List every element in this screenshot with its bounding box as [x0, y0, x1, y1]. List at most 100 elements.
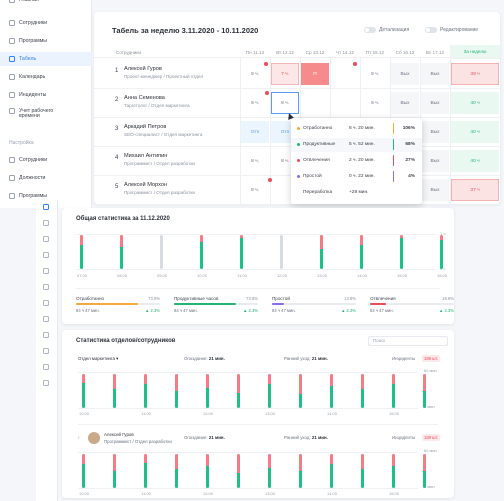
- sidebar-item-settings-employees[interactable]: Сотрудники: [0, 153, 92, 167]
- dept-bar-green: [237, 472, 240, 488]
- dept-bar[interactable]: [392, 454, 395, 488]
- dept-bar[interactable]: [144, 454, 147, 488]
- dept-bar[interactable]: [361, 374, 364, 408]
- timesheet-cell[interactable]: Вых: [421, 92, 449, 114]
- dept-bar[interactable]: [361, 454, 364, 488]
- timesheet-cell[interactable]: 8 ч.: [251, 158, 259, 164]
- timesheet-cell[interactable]: 39 ч: [451, 63, 499, 85]
- strip-nav-icon[interactable]: [43, 236, 49, 242]
- dept-bar[interactable]: [392, 374, 395, 408]
- employee-name[interactable]: Алексей Гуров: [104, 432, 134, 437]
- metric-growth: ▲ 2.3%: [439, 308, 454, 313]
- timesheet-cell[interactable]: 40 ч: [451, 121, 499, 143]
- timesheet-cell[interactable]: Вых: [421, 150, 449, 172]
- strip-nav-icon[interactable]: [43, 380, 49, 386]
- stats-bar[interactable]: [80, 235, 84, 269]
- dept-bar-green: [237, 392, 240, 408]
- timesheet-cell[interactable]: [301, 92, 329, 114]
- timesheet-cell[interactable]: 8 ч.: [251, 187, 259, 193]
- timesheet-cell[interactable]: Отп: [241, 121, 269, 143]
- sidebar-item-settings-programs[interactable]: Программы: [0, 189, 92, 203]
- sidebar-item-worktime[interactable]: Учет рабочего: [0, 104, 92, 118]
- edit-toggle[interactable]: [425, 27, 437, 33]
- timesheet-cell[interactable]: 8 ч.: [371, 71, 379, 77]
- strip-nav-icon[interactable]: [43, 268, 49, 274]
- sidebar-item-worktime-2[interactable]: времени: [19, 113, 40, 119]
- dept-bar[interactable]: [237, 454, 240, 488]
- timesheet-cell[interactable]: 37 ч: [451, 179, 499, 201]
- popup-row-bar: [392, 155, 394, 166]
- employee-name[interactable]: Михаил Антипин: [124, 153, 168, 159]
- search-input[interactable]: Поиск: [368, 336, 448, 346]
- strip-nav-icon[interactable]: [43, 316, 49, 322]
- dept-bar[interactable]: [82, 454, 85, 488]
- sidebar-item-timesheet[interactable]: Табель: [0, 52, 92, 66]
- strip-nav-icon[interactable]: [43, 364, 49, 370]
- stats-bar[interactable]: [280, 235, 284, 269]
- expand-chevron-icon[interactable]: ›: [78, 435, 80, 440]
- strip-nav-icon[interactable]: [43, 332, 49, 338]
- timesheet-cell[interactable]: 40 ч: [451, 92, 499, 114]
- dept-bar[interactable]: [206, 374, 209, 408]
- strip-nav-icon[interactable]: [43, 220, 49, 226]
- sidebar-item-programs[interactable]: Программы: [0, 34, 92, 48]
- dept-bar[interactable]: [299, 374, 302, 408]
- timesheet-cell[interactable]: 8 ч.: [251, 100, 259, 106]
- dept-bar[interactable]: [299, 454, 302, 488]
- employee-name[interactable]: Аркадий Петров: [124, 124, 167, 130]
- timesheet-cell[interactable]: 8 ч.: [371, 100, 379, 106]
- timesheet-cell[interactable]: Вых: [421, 63, 449, 85]
- timesheet-cell[interactable]: [331, 92, 359, 114]
- employee-name[interactable]: Алексей Гуров: [124, 66, 162, 72]
- stats-bar[interactable]: [120, 235, 124, 269]
- detail-toggle[interactable]: [364, 27, 376, 33]
- stats-bar[interactable]: [360, 235, 364, 269]
- timesheet-cell[interactable]: 8 ч.: [271, 92, 299, 114]
- stats-bar[interactable]: [240, 235, 244, 269]
- dept-bar[interactable]: [237, 374, 240, 408]
- timesheet-cell[interactable]: 8 ч.: [281, 158, 289, 164]
- timesheet-cell[interactable]: Вых: [391, 63, 419, 85]
- strip-nav-icon[interactable]: [43, 284, 49, 290]
- dept-bar[interactable]: [144, 374, 147, 408]
- dept-bar[interactable]: [330, 454, 333, 488]
- timesheet-cell[interactable]: 7 ч.: [271, 63, 299, 85]
- dept-bar[interactable]: [423, 374, 426, 408]
- strip-nav-icon[interactable]: [43, 252, 49, 258]
- stats-bar[interactable]: [160, 235, 164, 269]
- strip-nav-icon[interactable]: [43, 348, 49, 354]
- sidebar-item-positions[interactable]: Должности: [0, 171, 92, 185]
- timesheet-cell[interactable]: П: [301, 63, 329, 85]
- department-select[interactable]: Отдел маркетинга ▾: [78, 356, 119, 361]
- employee-name[interactable]: Алексей Морхон: [124, 182, 168, 188]
- stats-bar[interactable]: [200, 235, 204, 269]
- stats-bar[interactable]: [440, 235, 444, 269]
- dept-bar[interactable]: [82, 374, 85, 408]
- timesheet-cell[interactable]: 8 ч.: [251, 71, 259, 77]
- dept-bar[interactable]: [423, 454, 426, 488]
- sidebar-item-home[interactable]: Главная: [0, 0, 92, 4]
- employee-name[interactable]: Анна Семенова: [124, 95, 165, 101]
- dept-bar-green: [113, 389, 116, 408]
- dept-bar[interactable]: [206, 454, 209, 488]
- stats-bar[interactable]: [400, 235, 404, 269]
- timesheet-cell[interactable]: 40 ч: [451, 150, 499, 172]
- stats-bar[interactable]: [320, 235, 324, 269]
- strip-nav-icon[interactable]: [43, 300, 49, 306]
- sidebar-item-calendar[interactable]: Календарь: [0, 70, 92, 84]
- timesheet-cell[interactable]: Вых: [421, 179, 449, 201]
- dept-bar[interactable]: [113, 374, 116, 408]
- timesheet-cell[interactable]: Вых: [421, 121, 449, 143]
- dept-bar[interactable]: [268, 454, 271, 488]
- dept-bar[interactable]: [175, 374, 178, 408]
- timesheet-cell[interactable]: Вых: [391, 92, 419, 114]
- dept-bar[interactable]: [113, 454, 116, 488]
- strip-nav-icon[interactable]: [43, 204, 49, 210]
- sidebar-item-employees[interactable]: Сотрудники: [0, 16, 92, 30]
- dept-bar-red: [113, 454, 116, 471]
- dept-bar[interactable]: [330, 374, 333, 408]
- dept-bar[interactable]: [268, 374, 271, 408]
- sidebar-item-incidents[interactable]: Инциденты: [0, 88, 92, 102]
- timesheet-cell[interactable]: [331, 63, 359, 85]
- dept-bar[interactable]: [175, 454, 178, 488]
